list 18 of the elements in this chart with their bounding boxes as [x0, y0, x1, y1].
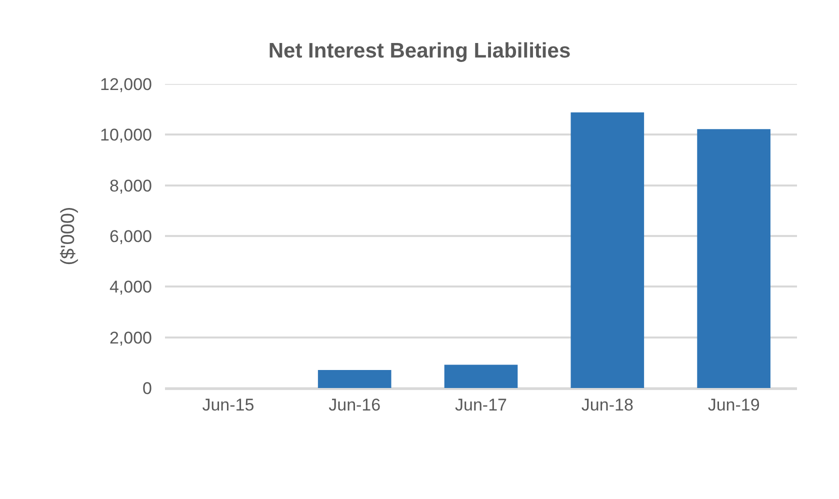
y-tick-label: 10,000	[100, 126, 152, 145]
y-tick-label: 12,000	[100, 74, 152, 94]
x-tick-label: Jun-17	[455, 395, 507, 414]
y-tick-label: 0	[142, 378, 152, 398]
x-tick-label: Jun-19	[708, 395, 760, 414]
y-axis-title: ($'000)	[58, 206, 79, 266]
bar	[444, 364, 518, 388]
bar	[697, 129, 770, 388]
chart-title: Net Interest Bearing Liabilities	[268, 39, 571, 62]
y-tick-label: 4,000	[109, 278, 152, 297]
x-tick-label: Jun-18	[581, 395, 634, 414]
y-tick-label: 8,000	[109, 176, 152, 196]
bar	[318, 370, 392, 388]
bar	[570, 112, 644, 388]
x-tick-label: Jun-16	[328, 395, 381, 414]
y-tick-label: 2,000	[109, 328, 152, 348]
x-tick-label: Jun-15	[202, 395, 254, 414]
y-tick-label: 6,000	[109, 226, 152, 246]
